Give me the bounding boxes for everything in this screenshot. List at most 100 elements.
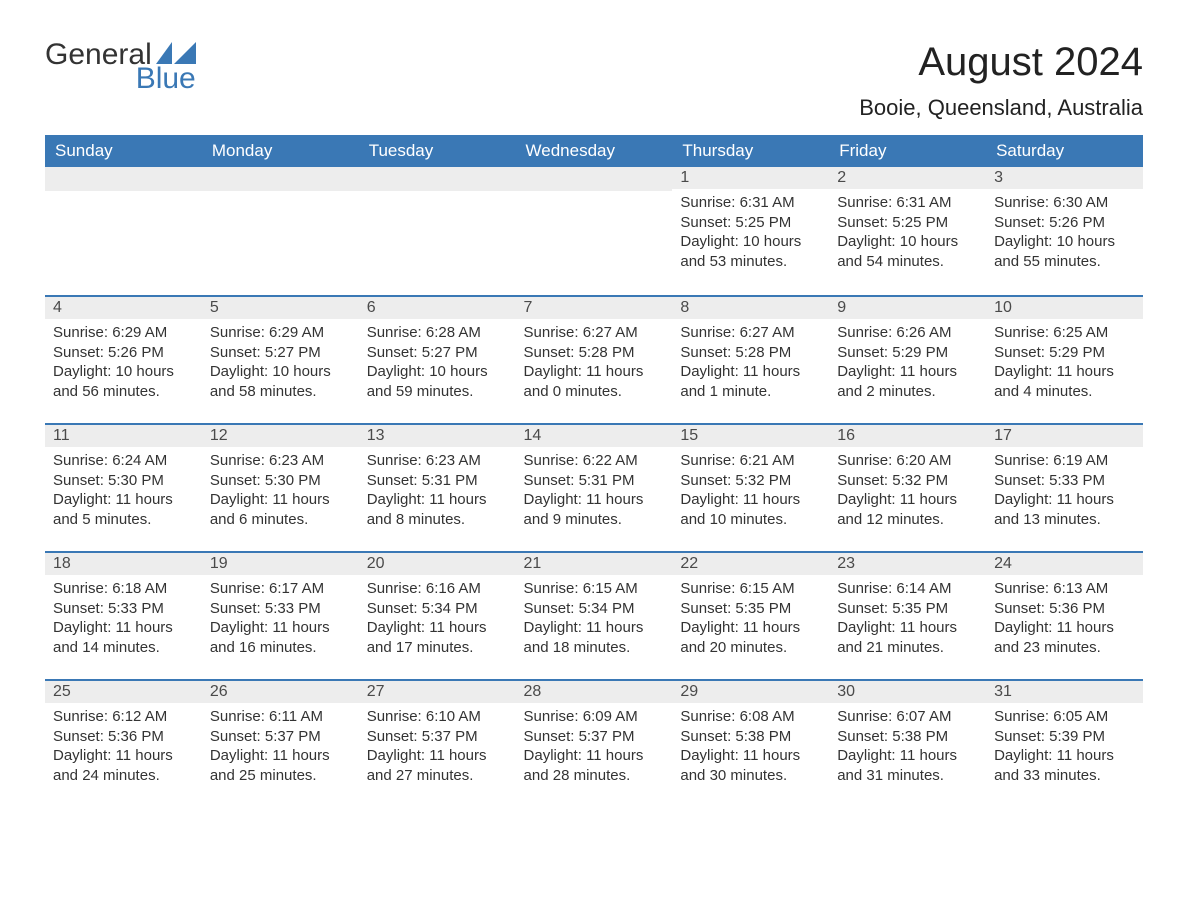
day-data: Sunrise: 6:29 AMSunset: 5:27 PMDaylight:… bbox=[202, 319, 359, 409]
sunrise-value: 6:18 AM bbox=[112, 580, 167, 597]
day-number: 16 bbox=[829, 425, 986, 447]
sunrise-value: 6:30 AM bbox=[1053, 194, 1108, 211]
day-number: 7 bbox=[516, 297, 673, 319]
sunset-line: Sunset: 5:33 PM bbox=[994, 471, 1135, 491]
day: 6Sunrise: 6:28 AMSunset: 5:27 PMDaylight… bbox=[359, 295, 516, 423]
calendar-cell: 11Sunrise: 6:24 AMSunset: 5:30 PMDayligh… bbox=[45, 423, 202, 551]
calendar-cell: 24Sunrise: 6:13 AMSunset: 5:36 PMDayligh… bbox=[986, 551, 1143, 679]
sunset-line: Sunset: 5:26 PM bbox=[994, 213, 1135, 233]
sunrise-label: Sunrise: bbox=[524, 452, 583, 469]
sunrise-label: Sunrise: bbox=[367, 324, 426, 341]
sunset-line: Sunset: 5:31 PM bbox=[524, 471, 665, 491]
day: 15Sunrise: 6:21 AMSunset: 5:32 PMDayligh… bbox=[672, 423, 829, 551]
sunset-line: Sunset: 5:32 PM bbox=[680, 471, 821, 491]
day-number: 6 bbox=[359, 297, 516, 319]
day-number: 17 bbox=[986, 425, 1143, 447]
sunset-line: Sunset: 5:33 PM bbox=[210, 599, 351, 619]
sunrise-label: Sunrise: bbox=[367, 708, 426, 725]
sunrise-value: 6:23 AM bbox=[269, 452, 324, 469]
sunset-label: Sunset: bbox=[367, 344, 422, 361]
sunset-line: Sunset: 5:38 PM bbox=[837, 727, 978, 747]
calendar-week-row: 25Sunrise: 6:12 AMSunset: 5:36 PMDayligh… bbox=[45, 679, 1143, 807]
day-number: 14 bbox=[516, 425, 673, 447]
sunset-label: Sunset: bbox=[994, 728, 1049, 745]
sunrise-line: Sunrise: 6:24 AM bbox=[53, 451, 194, 471]
sunrise-label: Sunrise: bbox=[680, 708, 739, 725]
day-data: Sunrise: 6:17 AMSunset: 5:33 PMDaylight:… bbox=[202, 575, 359, 665]
day-data: Sunrise: 6:27 AMSunset: 5:28 PMDaylight:… bbox=[516, 319, 673, 409]
daylight-line: Daylight: 11 hours and 18 minutes. bbox=[524, 618, 665, 657]
calendar-week-row: 4Sunrise: 6:29 AMSunset: 5:26 PMDaylight… bbox=[45, 295, 1143, 423]
sunset-line: Sunset: 5:35 PM bbox=[837, 599, 978, 619]
day-number: 31 bbox=[986, 681, 1143, 703]
sunrise-label: Sunrise: bbox=[680, 194, 739, 211]
daylight-line: Daylight: 11 hours and 17 minutes. bbox=[367, 618, 508, 657]
daylight-label: Daylight: bbox=[210, 363, 273, 380]
sunrise-label: Sunrise: bbox=[524, 324, 583, 341]
sunrise-value: 6:05 AM bbox=[1053, 708, 1108, 725]
daylight-line: Daylight: 11 hours and 8 minutes. bbox=[367, 490, 508, 529]
day-data: Sunrise: 6:15 AMSunset: 5:35 PMDaylight:… bbox=[672, 575, 829, 665]
sunset-value: 5:27 PM bbox=[422, 344, 478, 361]
day-data: Sunrise: 6:23 AMSunset: 5:30 PMDaylight:… bbox=[202, 447, 359, 537]
calendar-cell: 14Sunrise: 6:22 AMSunset: 5:31 PMDayligh… bbox=[516, 423, 673, 551]
daylight-label: Daylight: bbox=[524, 491, 587, 508]
sunset-value: 5:30 PM bbox=[108, 472, 164, 489]
sunset-label: Sunset: bbox=[524, 728, 579, 745]
daylight-line: Daylight: 11 hours and 25 minutes. bbox=[210, 746, 351, 785]
day-data: Sunrise: 6:11 AMSunset: 5:37 PMDaylight:… bbox=[202, 703, 359, 793]
calendar-cell: 15Sunrise: 6:21 AMSunset: 5:32 PMDayligh… bbox=[672, 423, 829, 551]
sunrise-label: Sunrise: bbox=[210, 580, 269, 597]
sunrise-line: Sunrise: 6:14 AM bbox=[837, 579, 978, 599]
calendar-cell: 19Sunrise: 6:17 AMSunset: 5:33 PMDayligh… bbox=[202, 551, 359, 679]
sunset-line: Sunset: 5:31 PM bbox=[367, 471, 508, 491]
calendar-cell: 31Sunrise: 6:05 AMSunset: 5:39 PMDayligh… bbox=[986, 679, 1143, 807]
sunset-line: Sunset: 5:35 PM bbox=[680, 599, 821, 619]
sunrise-line: Sunrise: 6:23 AM bbox=[367, 451, 508, 471]
sunset-label: Sunset: bbox=[680, 344, 735, 361]
sunrise-value: 6:08 AM bbox=[740, 708, 795, 725]
daylight-label: Daylight: bbox=[367, 363, 430, 380]
calendar-cell: 4Sunrise: 6:29 AMSunset: 5:26 PMDaylight… bbox=[45, 295, 202, 423]
sunset-value: 5:34 PM bbox=[579, 600, 635, 617]
sunrise-line: Sunrise: 6:09 AM bbox=[524, 707, 665, 727]
daylight-label: Daylight: bbox=[837, 491, 900, 508]
daylight-label: Daylight: bbox=[837, 233, 900, 250]
sunset-value: 5:32 PM bbox=[735, 472, 791, 489]
calendar-cell: 26Sunrise: 6:11 AMSunset: 5:37 PMDayligh… bbox=[202, 679, 359, 807]
calendar-week-row: 1Sunrise: 6:31 AMSunset: 5:25 PMDaylight… bbox=[45, 167, 1143, 295]
sunrise-line: Sunrise: 6:29 AM bbox=[210, 323, 351, 343]
calendar-cell: 3Sunrise: 6:30 AMSunset: 5:26 PMDaylight… bbox=[986, 167, 1143, 295]
day-data: Sunrise: 6:10 AMSunset: 5:37 PMDaylight:… bbox=[359, 703, 516, 793]
day-data: Sunrise: 6:08 AMSunset: 5:38 PMDaylight:… bbox=[672, 703, 829, 793]
sunrise-label: Sunrise: bbox=[680, 580, 739, 597]
logo: General Blue bbox=[45, 40, 196, 94]
sunset-label: Sunset: bbox=[680, 472, 735, 489]
sunrise-line: Sunrise: 6:11 AM bbox=[210, 707, 351, 727]
sunset-label: Sunset: bbox=[994, 472, 1049, 489]
sunset-value: 5:33 PM bbox=[265, 600, 321, 617]
sunrise-value: 6:15 AM bbox=[740, 580, 795, 597]
daylight-label: Daylight: bbox=[53, 747, 116, 764]
sunrise-line: Sunrise: 6:07 AM bbox=[837, 707, 978, 727]
day: 10Sunrise: 6:25 AMSunset: 5:29 PMDayligh… bbox=[986, 295, 1143, 423]
sunrise-line: Sunrise: 6:05 AM bbox=[994, 707, 1135, 727]
sunset-label: Sunset: bbox=[680, 728, 735, 745]
sunset-line: Sunset: 5:32 PM bbox=[837, 471, 978, 491]
day-number: 3 bbox=[986, 167, 1143, 189]
sunset-value: 5:36 PM bbox=[108, 728, 164, 745]
day: 14Sunrise: 6:22 AMSunset: 5:31 PMDayligh… bbox=[516, 423, 673, 551]
sunset-value: 5:28 PM bbox=[735, 344, 791, 361]
sunrise-label: Sunrise: bbox=[524, 708, 583, 725]
day-data: Sunrise: 6:19 AMSunset: 5:33 PMDaylight:… bbox=[986, 447, 1143, 537]
sunset-label: Sunset: bbox=[53, 600, 108, 617]
day-number: 29 bbox=[672, 681, 829, 703]
sunrise-value: 6:25 AM bbox=[1053, 324, 1108, 341]
day: 11Sunrise: 6:24 AMSunset: 5:30 PMDayligh… bbox=[45, 423, 202, 551]
sunrise-line: Sunrise: 6:18 AM bbox=[53, 579, 194, 599]
daylight-line: Daylight: 11 hours and 12 minutes. bbox=[837, 490, 978, 529]
daylight-line: Daylight: 11 hours and 30 minutes. bbox=[680, 746, 821, 785]
daylight-label: Daylight: bbox=[994, 363, 1057, 380]
day: 19Sunrise: 6:17 AMSunset: 5:33 PMDayligh… bbox=[202, 551, 359, 679]
weekday-header: Friday bbox=[829, 135, 986, 167]
